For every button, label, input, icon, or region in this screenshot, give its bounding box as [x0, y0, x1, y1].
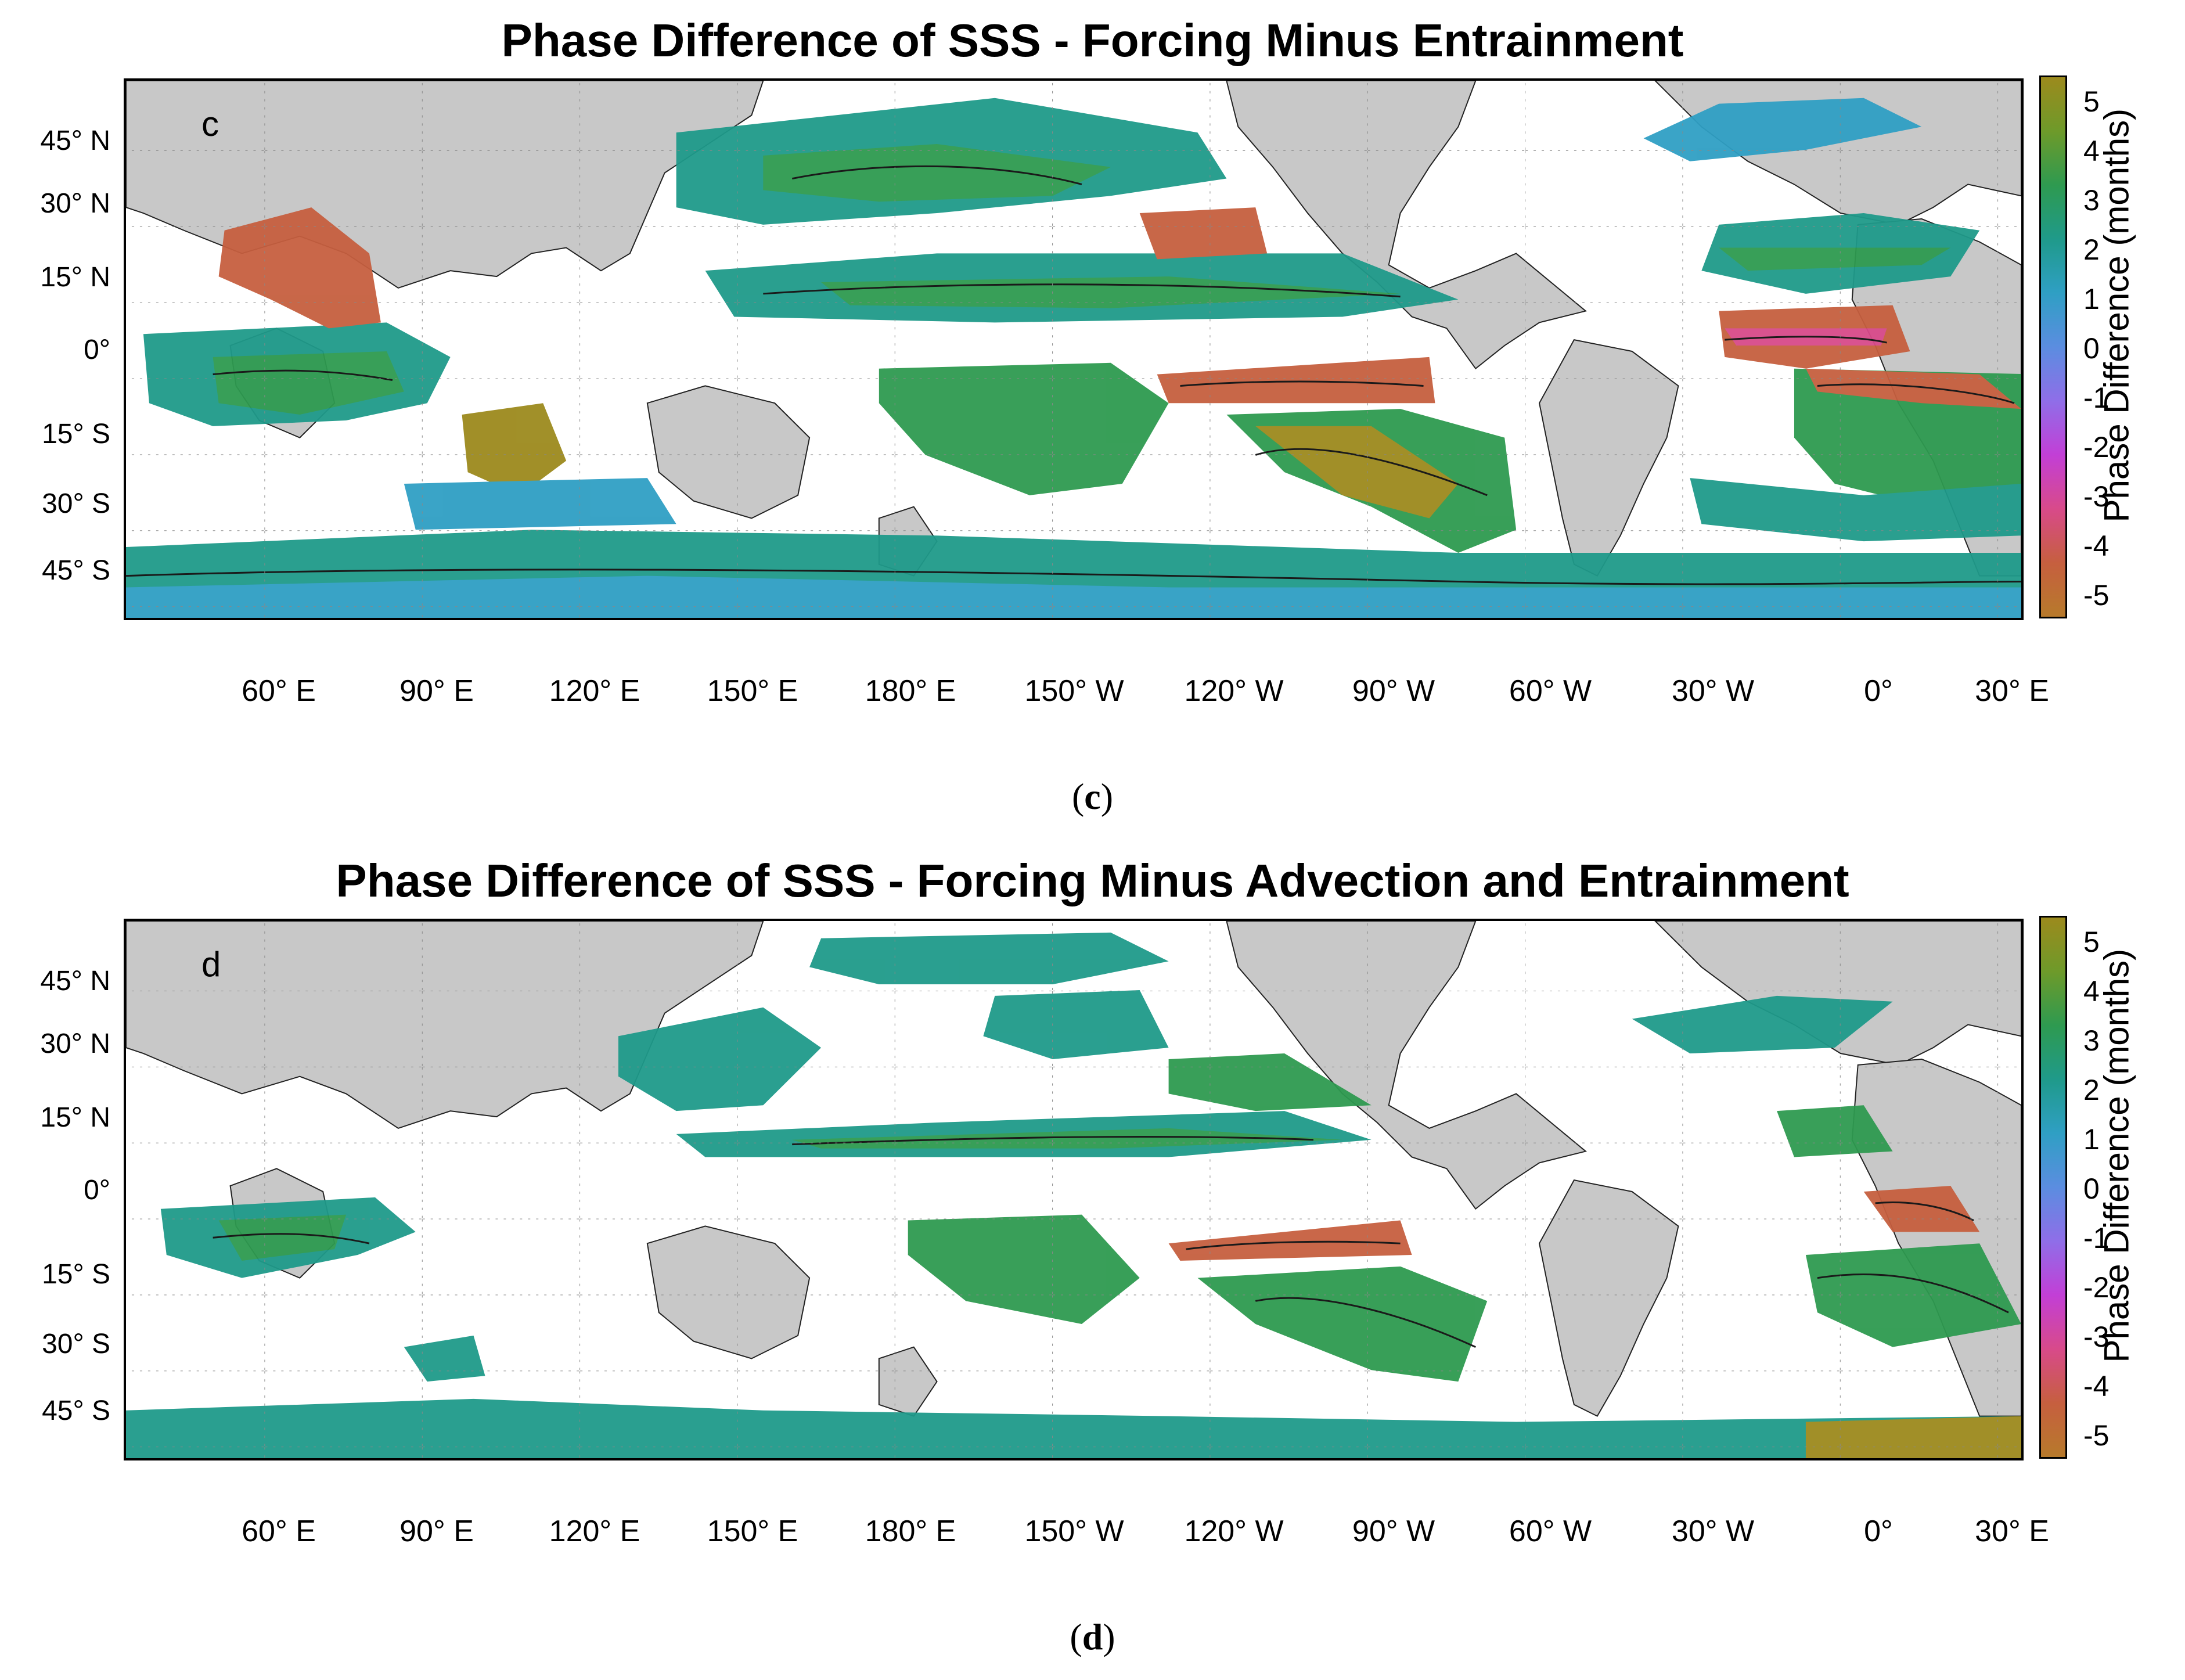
lat-label: 30° S: [42, 1329, 110, 1359]
lat-label: 15° S: [42, 1259, 110, 1290]
lon-label: 180° E: [865, 1514, 956, 1548]
lat-label: 0°: [84, 1175, 110, 1206]
colorbar-tick: 3: [2083, 184, 2100, 217]
lat-label: 45° N: [40, 125, 110, 156]
lon-label: 180° E: [865, 674, 956, 708]
lon-label: 30° E: [1975, 1514, 2049, 1548]
lat-label: 0°: [84, 334, 110, 365]
colorbar-tick: 2: [2083, 1074, 2100, 1106]
colorbar-tick: 4: [2083, 975, 2100, 1008]
colorbar-tick: -1: [2083, 382, 2110, 414]
lat-label: 45° S: [42, 1395, 110, 1426]
lon-label: 120° W: [1184, 674, 1284, 708]
colorbar-tick: -3: [2083, 1321, 2110, 1353]
lon-label: 60° W: [1509, 674, 1592, 708]
figure-title: Phase Difference of SSS - Forcing Minus …: [336, 855, 1849, 906]
colorbar-tick: -3: [2083, 480, 2110, 513]
colorbar-tick: 5: [2083, 85, 2100, 118]
lat-label: 15° N: [40, 1102, 110, 1133]
colorbar-tick: 0: [2083, 1172, 2100, 1205]
lat-label: 30° N: [40, 188, 110, 219]
lon-label: 90° E: [399, 1514, 474, 1548]
lon-label: 120° E: [549, 1514, 640, 1548]
colorbar-label: Phase Difference (months): [2097, 108, 2136, 523]
colorbar-tick: -1: [2083, 1222, 2110, 1254]
lon-label: 150° E: [707, 674, 798, 708]
colorbar-tick: 0: [2083, 332, 2100, 365]
colorbar-tick: 5: [2083, 926, 2100, 958]
panel-letter: d: [201, 945, 221, 984]
colorbar-tick: -5: [2083, 1419, 2110, 1452]
colorbar: [2039, 75, 2067, 618]
lon-label: 0°: [1864, 674, 1893, 708]
figure-caption: (d): [1070, 1616, 1115, 1657]
lon-label: 150° E: [707, 1514, 798, 1548]
lat-label: 30° N: [40, 1028, 110, 1059]
map-plot: c: [124, 78, 2024, 620]
lat-label: 45° N: [40, 966, 110, 997]
lon-label: 30° E: [1975, 674, 2049, 708]
colorbar-tick: 4: [2083, 135, 2100, 167]
colorbar-tick: 1: [2083, 283, 2100, 315]
lat-label: 15° N: [40, 262, 110, 293]
colorbar-tick: -5: [2083, 579, 2110, 611]
figure-caption: (c): [1071, 776, 1114, 817]
colorbar-tick: -4: [2083, 530, 2110, 562]
colorbar-tick: 2: [2083, 233, 2100, 266]
lat-label: 15° S: [42, 419, 110, 449]
lon-label: 120° W: [1184, 1514, 1284, 1548]
lon-label: 90° W: [1352, 1514, 1435, 1548]
figure-title: Phase Difference of SSS - Forcing Minus …: [501, 15, 1684, 66]
lon-label: 30° W: [1671, 674, 1755, 708]
colorbar-tick: -2: [2083, 431, 2110, 463]
lon-label: 90° E: [399, 674, 474, 708]
colorbar-label: Phase Difference (months): [2097, 948, 2136, 1363]
lon-label: 30° W: [1671, 1514, 1755, 1548]
lon-label: 60° W: [1509, 1514, 1592, 1548]
figure-c: Phase Difference of SSS - Forcing Minus …: [40, 15, 2136, 818]
lon-label: 60° E: [242, 1514, 316, 1548]
colorbar-tick: -4: [2083, 1370, 2110, 1402]
lon-label: 60° E: [242, 674, 316, 708]
lat-label: 45° S: [42, 555, 110, 586]
map-canvas: [126, 921, 2021, 1458]
colorbar-tick: 1: [2083, 1123, 2100, 1156]
map-canvas: [126, 81, 2021, 618]
colorbar-tick: -2: [2083, 1271, 2110, 1304]
colorbar: [2039, 916, 2067, 1459]
lon-label: 150° W: [1024, 674, 1124, 708]
map-plot: d: [124, 919, 2024, 1460]
lon-label: 150° W: [1024, 1514, 1124, 1548]
colorbar-tick: 3: [2083, 1024, 2100, 1057]
figure-d: Phase Difference of SSS - Forcing Minus …: [0, 840, 2185, 1680]
lon-label: 90° W: [1352, 674, 1435, 708]
lon-label: 120° E: [549, 674, 640, 708]
lat-label: 30° S: [42, 488, 110, 519]
panel-letter: c: [201, 105, 219, 143]
lon-label: 0°: [1864, 1514, 1893, 1548]
